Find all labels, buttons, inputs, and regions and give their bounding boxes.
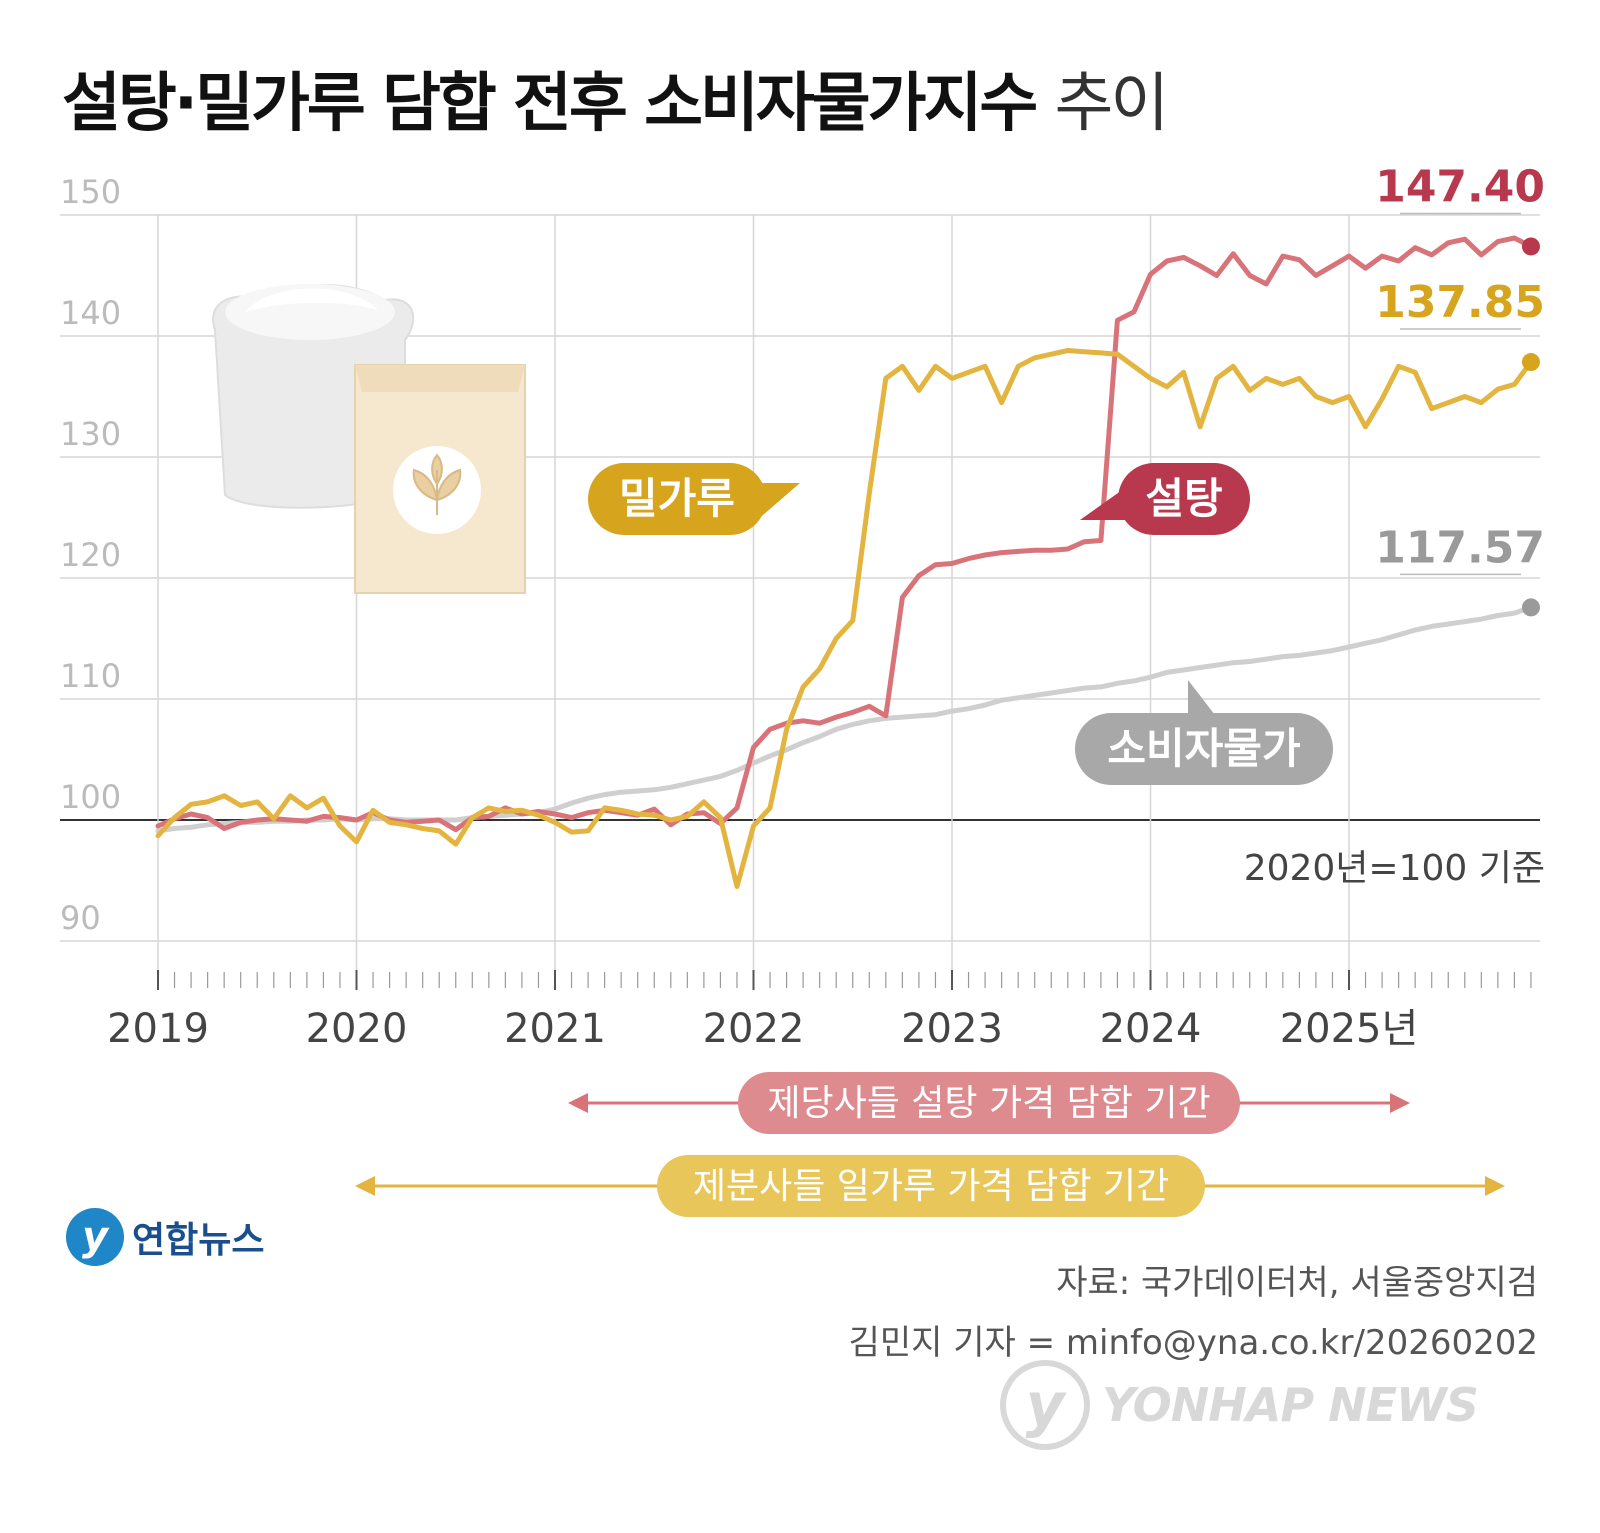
chart-series: 117.57 147.40 137.85 bbox=[155, 161, 1545, 889]
sugar-period-label: 제당사들 설탕 가격 담합 기간 bbox=[767, 1083, 1210, 1124]
flour-series-line bbox=[155, 348, 1534, 889]
chart-title-main: 설탕·밀가루 담합 전후 소비자물가지수 bbox=[62, 67, 1038, 141]
sugar-callout-label: 설탕 bbox=[1145, 474, 1222, 523]
cpi-callout: 소비자물가 bbox=[1075, 680, 1333, 785]
sugar-period-pill bbox=[738, 1072, 1240, 1134]
series-callouts: 밀가루 설탕 소비자물가 bbox=[588, 463, 1333, 785]
x-tick-label: 2021 bbox=[504, 1006, 606, 1052]
x-tick-label: 2022 bbox=[703, 1006, 805, 1052]
cpi-end-value: 117.57 bbox=[1375, 522, 1545, 573]
sugar-end-value: 147.40 bbox=[1375, 161, 1545, 212]
watermark-text: YONHAP NEWS bbox=[1102, 1378, 1479, 1432]
y-tick-label: 120 bbox=[60, 536, 121, 574]
flour-end-value: 137.85 bbox=[1375, 277, 1545, 328]
yonhap-logo: y 연합뉴스 bbox=[66, 1208, 264, 1266]
y-tick-label: 100 bbox=[60, 778, 121, 816]
yonhap-logo-text: 연합뉴스 bbox=[132, 1220, 265, 1261]
y-tick-label: 140 bbox=[60, 294, 121, 332]
yonhap-logo-icon: y bbox=[66, 1208, 124, 1266]
x-tick-label: 2024 bbox=[1100, 1006, 1202, 1052]
y-tick-label: 90 bbox=[60, 899, 101, 937]
source-note: 자료: 국가데이터처, 서울중앙지검 bbox=[1056, 1263, 1538, 1303]
cpi-callout-label: 소비자물가 bbox=[1107, 724, 1300, 773]
byline: 김민지 기자 = minfo@yna.co.kr/20260202 bbox=[848, 1323, 1538, 1363]
flour-sack-illustration bbox=[212, 284, 526, 594]
sugar-end-point bbox=[1521, 237, 1540, 256]
flour-period-pill bbox=[657, 1155, 1205, 1217]
flour-period-label: 제분사들 일가루 가격 담합 기간 bbox=[693, 1166, 1169, 1207]
flour-callout-label: 밀가루 bbox=[619, 474, 735, 523]
chart-title-suffix: 추이 bbox=[1054, 67, 1170, 141]
flour-end-point bbox=[1521, 353, 1540, 372]
y-tick-label: 110 bbox=[60, 657, 121, 695]
sugar-callout: 설탕 bbox=[1080, 463, 1250, 535]
cpi-end-point bbox=[1521, 598, 1540, 617]
flour-callout: 밀가루 bbox=[588, 463, 800, 535]
x-tick-label: 2020 bbox=[306, 1006, 408, 1052]
x-tick-label: 2019 bbox=[107, 1006, 209, 1052]
y-tick-label: 130 bbox=[60, 415, 121, 453]
base-year-note: 2020년=100 기준 bbox=[1244, 848, 1545, 889]
yonhap-watermark: y YONHAP NEWS bbox=[1000, 1360, 1479, 1450]
x-tick-label: 2025년 bbox=[1280, 1006, 1419, 1052]
x-tick-label: 2023 bbox=[901, 1006, 1003, 1052]
chart-title: 설탕·밀가루 담합 전후 소비자물가지수 추이 bbox=[62, 52, 1170, 144]
y-tick-label: 150 bbox=[60, 173, 121, 211]
watermark-logo-icon: y bbox=[1000, 1360, 1090, 1450]
cpi-series-line bbox=[155, 604, 1534, 834]
collusion-periods: 제당사들 설탕 가격 담합 기간 제분사들 일가루 가격 담합 기간 bbox=[355, 1072, 1505, 1217]
